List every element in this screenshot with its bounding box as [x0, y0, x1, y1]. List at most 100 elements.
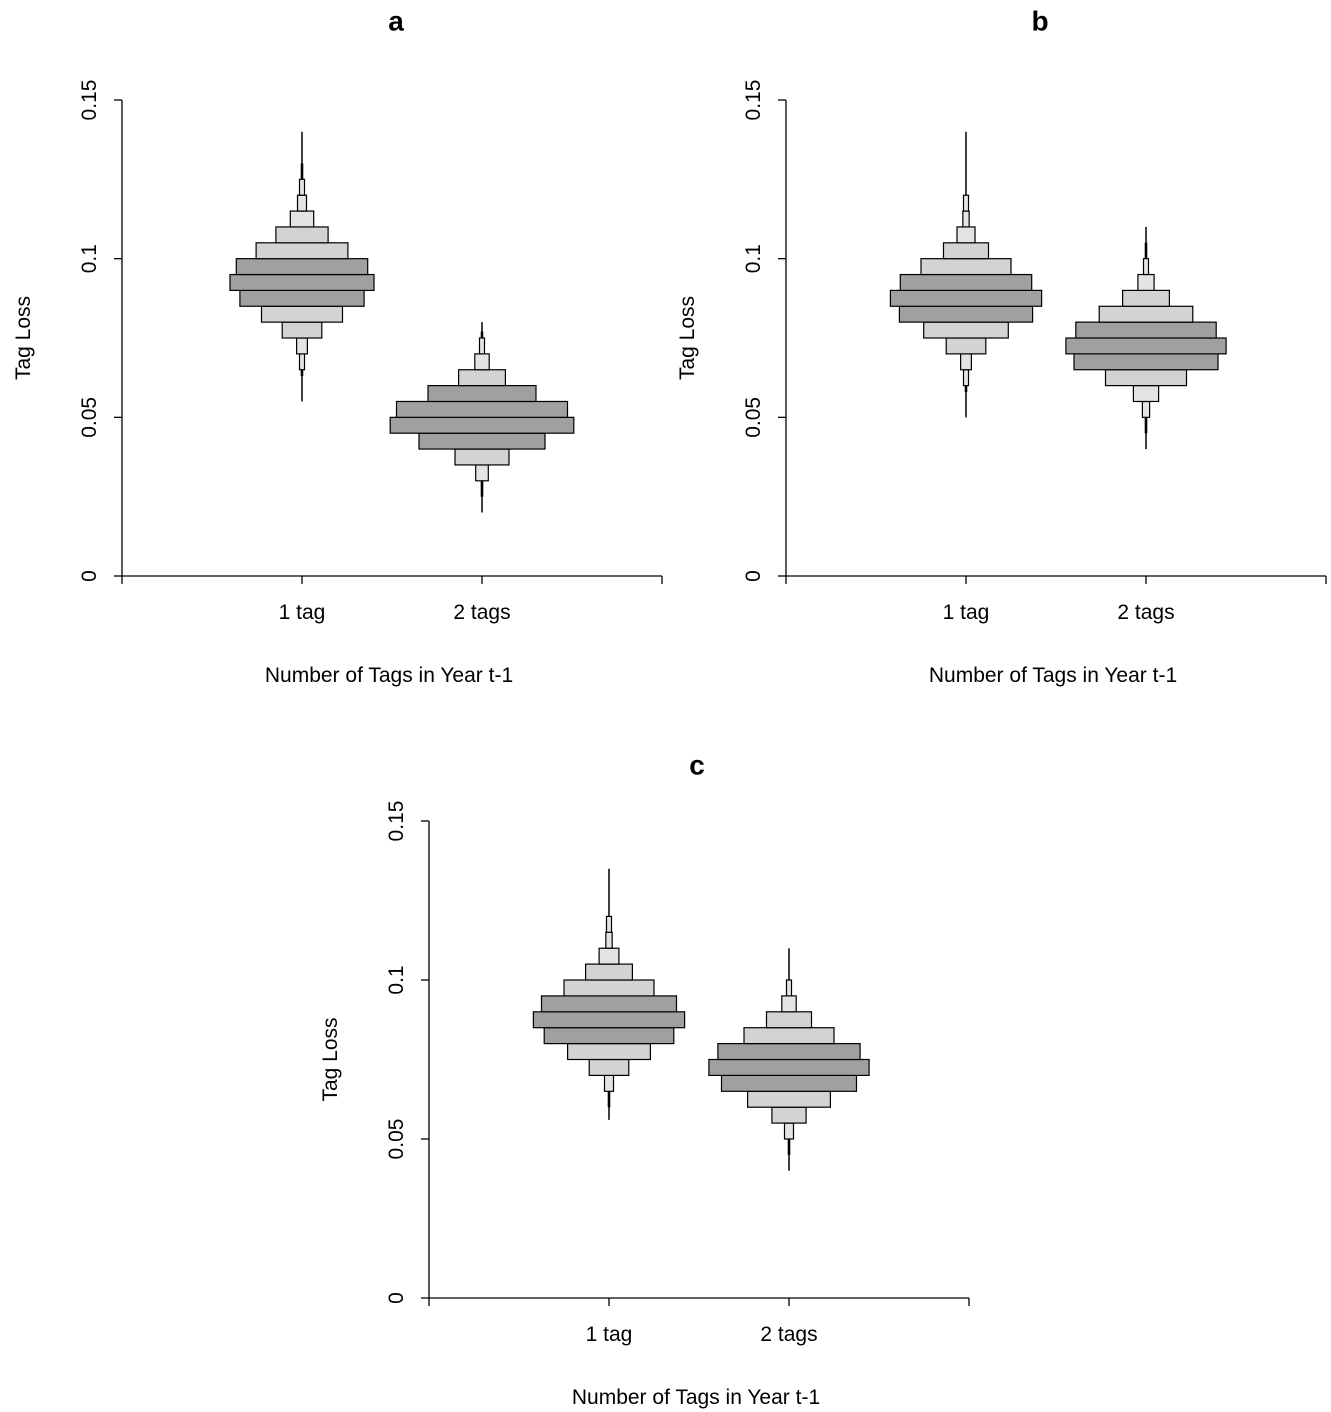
y-tick-label: 0.1 — [78, 244, 101, 273]
histogram-bin — [298, 178, 306, 196]
y-tick-label: 0 — [385, 1292, 408, 1304]
y-tick-label: 0.05 — [742, 397, 765, 438]
histogram-bin — [1104, 369, 1188, 387]
x-tick-label: 1 tag — [279, 601, 326, 624]
histogram-bin — [255, 242, 349, 260]
histogram-bin — [783, 1122, 795, 1140]
histogram-bin — [603, 1074, 615, 1092]
histogram-bin — [563, 979, 655, 997]
y-tick-label: 0.1 — [385, 965, 408, 994]
histogram-bin — [962, 210, 970, 228]
histogram-bin — [296, 194, 308, 212]
histogram-bin — [898, 305, 1034, 323]
distribution-1 — [889, 131, 1043, 418]
x-axis-title: Number of Tags in Year t-1 — [572, 1386, 820, 1409]
y-tick-label: 0.15 — [78, 80, 101, 121]
histogram-bin — [708, 1058, 870, 1076]
distribution-1 — [229, 131, 375, 402]
histogram-bin — [1121, 289, 1170, 307]
histogram-bin — [584, 963, 633, 981]
x-axis-title: Number of Tags in Year t-1 — [929, 664, 1177, 687]
panel-label: a — [388, 5, 404, 36]
histogram-bin — [474, 353, 490, 371]
histogram-bin — [942, 242, 990, 260]
histogram-bin — [389, 416, 575, 434]
y-axis-title: Tag Loss — [319, 1017, 342, 1101]
histogram-bin — [962, 369, 970, 387]
histogram-bin — [540, 995, 678, 1013]
histogram-bin — [289, 210, 315, 228]
histogram-bin — [598, 947, 620, 965]
histogram-bin — [427, 385, 537, 403]
y-axis-title: Tag Loss — [676, 296, 699, 380]
panel-c: c 0 0.05 0.1 0.15 Tag Loss 1 tag 2 tags Number o… — [319, 749, 970, 1409]
histogram-bin — [298, 353, 306, 371]
histogram-bin — [532, 1011, 686, 1029]
histogram-bin — [229, 273, 375, 291]
distribution-2 — [1065, 226, 1227, 450]
histogram-bin — [720, 1074, 858, 1092]
y-tick-label: 0.1 — [742, 244, 765, 273]
histogram-bin — [956, 226, 976, 244]
histogram-bin — [889, 289, 1043, 307]
y-tick-label: 0 — [78, 570, 101, 582]
histogram-bin — [281, 321, 323, 339]
histogram-bin — [1098, 305, 1194, 323]
histogram-bin — [765, 1011, 813, 1029]
histogram-bin — [1142, 258, 1150, 276]
y-tick-label: 0.15 — [742, 80, 765, 121]
y-tick-label: 0 — [742, 570, 765, 582]
histogram-bin — [605, 931, 613, 949]
y-tick-label: 0.15 — [385, 801, 408, 842]
histogram-bin — [781, 995, 797, 1013]
histogram-bin — [543, 1027, 675, 1045]
histogram-bin — [771, 1106, 807, 1124]
histogram-bin — [260, 305, 344, 323]
x-tick-label: 1 tag — [586, 1323, 633, 1346]
x-tick-label: 2 tags — [453, 601, 510, 624]
histogram-bin — [588, 1058, 630, 1076]
histogram-bin — [275, 226, 329, 244]
histogram-bin — [945, 337, 987, 355]
distribution-2 — [389, 322, 575, 513]
y-axis-title: Tag Loss — [12, 296, 35, 380]
histogram-bin — [458, 369, 507, 387]
histogram-bin — [959, 353, 972, 371]
histogram-bin — [962, 194, 970, 212]
x-axis-title: Number of Tags in Year t-1 — [265, 664, 513, 687]
histogram-bin — [395, 400, 569, 418]
x-tick-label: 1 tag — [943, 601, 990, 624]
histogram-bin — [920, 258, 1012, 276]
panel-b: b 0 0.05 0.1 0.15 Tag Loss 1 tag 2 tags Number o… — [676, 5, 1327, 687]
x-tick-label: 2 tags — [760, 1323, 817, 1346]
histogram-bin — [1065, 337, 1227, 355]
histogram-bin — [899, 273, 1033, 291]
histogram-bin — [1132, 385, 1160, 403]
histogram-bin — [717, 1042, 861, 1061]
histogram-bin — [1075, 321, 1217, 339]
panel-a: a 0 0.05 0.1 0.15 Tag Loss 1 tag 2 tags Number o… — [12, 5, 663, 687]
panel-label: c — [689, 749, 705, 780]
histogram-bin — [605, 915, 613, 933]
histogram-bin — [923, 321, 1009, 339]
histogram-bin — [235, 258, 369, 276]
histogram-bin — [1137, 273, 1155, 291]
distribution-1 — [532, 868, 686, 1120]
histogram-bin — [475, 464, 489, 482]
histogram-bin — [1141, 400, 1151, 418]
y-tick-label: 0.05 — [78, 397, 101, 438]
histogram-bin — [296, 337, 309, 355]
histogram-bin — [418, 432, 546, 450]
histogram-bin — [1073, 353, 1219, 371]
histogram-bin — [239, 289, 365, 307]
histogram-bin — [785, 979, 793, 997]
histogram-bin — [566, 1042, 651, 1061]
histogram-bin — [746, 1090, 831, 1108]
y-tick-label: 0.05 — [385, 1119, 408, 1160]
histogram-bin — [478, 337, 486, 355]
histogram-bin — [743, 1027, 835, 1045]
panel-label: b — [1031, 5, 1048, 36]
distribution-2 — [708, 948, 870, 1171]
histogram-bin — [454, 448, 510, 466]
